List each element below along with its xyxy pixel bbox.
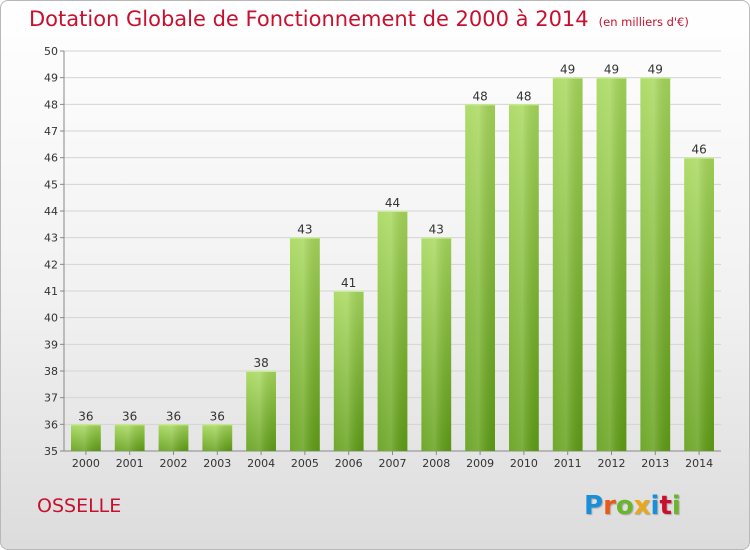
data-label: 36 <box>210 409 225 423</box>
y-tick-label: 41 <box>44 285 58 298</box>
y-tick-label: 48 <box>44 98 58 111</box>
bar-shine <box>71 424 101 451</box>
y-tick-label: 38 <box>44 365 58 378</box>
data-label: 36 <box>122 409 137 423</box>
data-label: 48 <box>472 89 487 103</box>
brand-letter: x <box>633 491 651 521</box>
data-label: 46 <box>691 143 706 157</box>
brand-letter: o <box>615 491 634 521</box>
brand-letter: i <box>671 491 681 521</box>
x-tick-label: 2011 <box>554 457 582 470</box>
data-label: 44 <box>385 196 400 210</box>
data-label: 43 <box>429 223 444 237</box>
data-label: 36 <box>166 409 181 423</box>
y-tick-label: 47 <box>44 125 58 138</box>
data-label: 49 <box>604 63 619 77</box>
y-tick-label: 36 <box>44 418 58 431</box>
x-tick-label: 2007 <box>379 457 407 470</box>
data-label: 48 <box>516 89 531 103</box>
y-tick-label: 42 <box>44 258 58 271</box>
x-tick-label: 2008 <box>422 457 450 470</box>
bar-shine <box>552 77 583 452</box>
bar-shine <box>465 104 495 451</box>
bar-shine <box>246 371 276 451</box>
x-tick-label: 2001 <box>116 457 144 470</box>
data-labels: 36 36 36 36 38 43 41 44 43 48 48 49 49 49 46 <box>78 63 706 424</box>
brand-letter: P <box>584 491 604 521</box>
bar-shine <box>158 424 189 451</box>
data-label: 38 <box>253 356 268 370</box>
x-tick-label: 2000 <box>72 457 100 470</box>
bar-shine <box>596 77 627 452</box>
bar-shine <box>684 157 714 451</box>
x-tick-label: 2002 <box>160 457 188 470</box>
bar-shine <box>509 104 539 451</box>
bar-shine <box>333 291 364 451</box>
bar-shine <box>114 424 145 451</box>
y-tick-label: 43 <box>44 232 58 245</box>
data-label: 41 <box>341 276 356 290</box>
y-tick-label: 46 <box>44 152 58 165</box>
y-tick-label: 44 <box>44 205 58 218</box>
y-tick-label: 49 <box>44 72 58 85</box>
bar-shine <box>202 424 233 451</box>
x-tick-label: 2013 <box>641 457 669 470</box>
data-label: 49 <box>560 63 575 77</box>
bars <box>71 77 714 452</box>
bar-shine <box>290 237 320 451</box>
y-tick-label: 40 <box>44 312 58 325</box>
brand-letter: i <box>650 491 660 521</box>
y-tick-label: 35 <box>44 445 58 458</box>
bar-shine <box>640 77 671 452</box>
units-subtitle: (en milliers d'€) <box>598 15 689 29</box>
x-tick-label: 2014 <box>685 457 713 470</box>
y-tick-label: 37 <box>44 392 58 405</box>
chart-title: Dotation Globale de Fonctionnement de 20… <box>29 7 689 31</box>
bar-shine <box>377 211 408 451</box>
data-label: 36 <box>78 409 93 423</box>
x-tick-label: 2004 <box>247 457 275 470</box>
x-tick-label: 2003 <box>203 457 231 470</box>
x-tick-label: 2006 <box>335 457 363 470</box>
proxiti-logo: Proxiti <box>584 491 681 521</box>
x-tick-label: 2009 <box>466 457 494 470</box>
data-label: 49 <box>648 63 663 77</box>
y-tick-label: 50 <box>44 45 58 58</box>
title-text: Dotation Globale de Fonctionnement de 20… <box>29 7 589 31</box>
brand-letter: t <box>659 491 672 521</box>
x-tick-label: 2012 <box>598 457 626 470</box>
bar-shine <box>421 237 452 451</box>
y-tick-label: 45 <box>44 178 58 191</box>
x-tick-label: 2005 <box>291 457 319 470</box>
commune-name: OSSELLE <box>37 495 122 517</box>
y-tick-label: 39 <box>44 338 58 351</box>
x-tick-label: 2010 <box>510 457 538 470</box>
brand-letter: r <box>603 491 616 521</box>
data-label: 43 <box>297 223 312 237</box>
